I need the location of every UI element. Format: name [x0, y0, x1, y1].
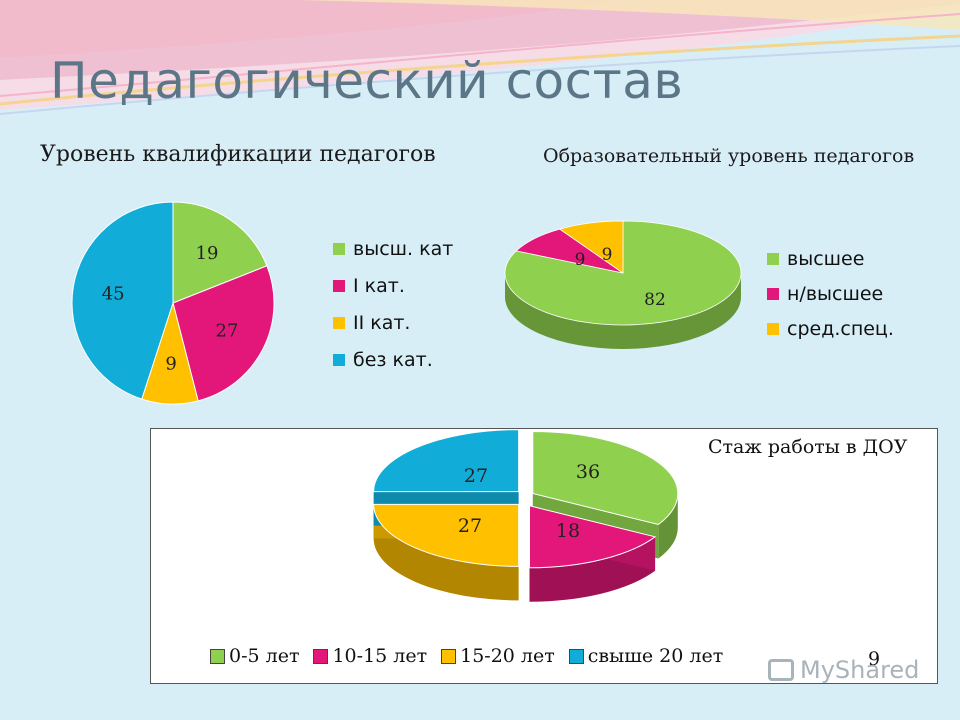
legend-label: 10-15 лет: [332, 645, 428, 667]
legend-item: н/высшее: [767, 276, 894, 311]
legend-swatch: [767, 322, 779, 335]
legend-item: 0-5 лет: [210, 645, 299, 667]
legend-label: н/высшее: [787, 282, 884, 305]
experience-pie-chart: 36 18 27 27: [373, 430, 679, 602]
pie-slice: [172, 201, 268, 304]
legend-swatch: [441, 648, 457, 664]
legend-label: 0-5 лет: [229, 645, 300, 667]
legend-item: без кат.: [333, 341, 453, 378]
legend-swatch: [313, 648, 329, 664]
legend-swatch: [333, 279, 345, 292]
legend-swatch: [767, 287, 779, 300]
legend-label: свыше 20 лет: [587, 645, 724, 667]
legend-swatch: [333, 353, 345, 366]
data-label: 27: [216, 321, 239, 342]
legend-item: 10-15 лет: [313, 645, 427, 667]
data-label: 9: [602, 245, 613, 265]
decorative-waves: [0, 0, 960, 115]
chart1-title: Уровень квалификации педагогов: [40, 142, 436, 167]
pie-slice: [373, 430, 520, 493]
chart3-legend: 0-5 лет 10-15 лет 15-20 лет свыше 20 лет: [210, 645, 737, 667]
legend-swatch: [333, 316, 345, 329]
legend-label: 15-20 лет: [460, 645, 555, 667]
legend-item: сред.спец.: [767, 311, 894, 346]
page-number: 9: [868, 648, 881, 670]
data-label: 45: [102, 284, 125, 305]
pie-slice: [532, 430, 679, 526]
legend-label: II кат.: [353, 311, 411, 334]
legend-label: I кат.: [353, 274, 405, 297]
data-label: 9: [165, 354, 176, 375]
legend-item: 15-20 лет: [441, 645, 555, 667]
pie-slice: [373, 503, 520, 567]
pie-slice-side: [505, 273, 741, 349]
legend-swatch: [767, 252, 779, 265]
legend-item: I кат.: [333, 267, 453, 304]
page-title: Педагогический состав: [50, 52, 684, 110]
pie-slice-side: [373, 504, 519, 601]
legend-swatch: [210, 648, 225, 664]
watermark-logo-icon: [768, 659, 794, 681]
legend-label: без кат.: [353, 348, 433, 371]
legend-label: сред.спец.: [787, 317, 894, 340]
legend-label: высшее: [787, 247, 865, 270]
legend-item: высшее: [767, 241, 894, 276]
legend-swatch: [333, 242, 345, 255]
chart3-title: Стаж работы в ДОУ: [708, 436, 908, 458]
pie-slice: [529, 505, 657, 569]
legend-item: свыше 20 лет: [568, 645, 724, 667]
data-label: 36: [576, 461, 600, 483]
chart1-legend: высш. кат I кат. II кат. без кат.: [333, 230, 453, 378]
chart2-title: Образовательный уровень педагогов: [543, 145, 915, 167]
watermark: MyShared: [768, 656, 919, 684]
pie-slice: [504, 220, 742, 326]
data-label: 82: [644, 290, 666, 310]
pie-slice: [172, 265, 275, 402]
legend-item: высш. кат: [333, 230, 453, 267]
data-label: 18: [556, 520, 580, 542]
data-label: 19: [196, 243, 219, 264]
data-label: 27: [464, 465, 488, 487]
legend-item: II кат.: [333, 304, 453, 341]
legend-swatch: [568, 648, 584, 664]
qualification-pie-chart: 19 27 9 45: [71, 201, 275, 405]
education-pie-chart: 82 9 9: [504, 220, 742, 349]
watermark-text: MyShared: [800, 656, 920, 684]
pie-slice: [71, 201, 174, 400]
data-label: 9: [575, 250, 586, 270]
legend-label: высш. кат: [353, 237, 454, 260]
data-label: 27: [458, 515, 482, 537]
pie-slice: [558, 220, 624, 274]
chart2-legend: высшее н/высшее сред.спец.: [767, 241, 894, 346]
